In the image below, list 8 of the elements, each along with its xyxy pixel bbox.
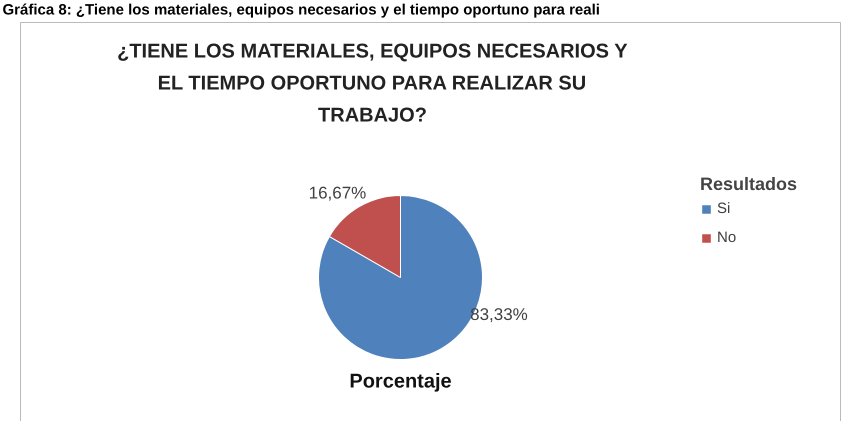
legend-title: Resultados [700,174,798,195]
legend-label: No [717,229,737,246]
text: Porcentaje [349,370,452,392]
legend-label: Si [717,200,732,217]
data-label: 83,33% [470,304,528,324]
chart-title: ¿TIENE LOS MATERIALES, EQUIPOS NECESARIOS Y EL TIEMPO OPORTUNO PARA REALIZAR SU TRABAJO? [117,40,628,126]
data-label: 16,67% [308,183,366,202]
text: Gráfica 8: ¿Tiene los materiales, equipos necesarios y el tiempo oportuno para reali [2,2,600,18]
